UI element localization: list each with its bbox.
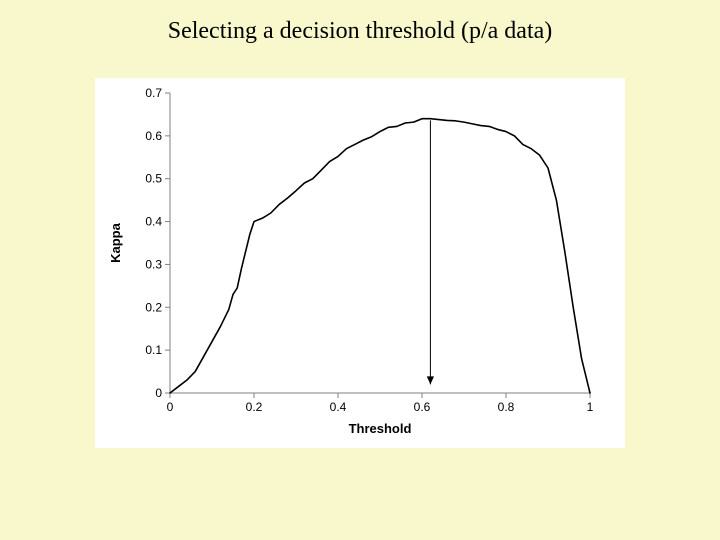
y-tick-label: 0.5 — [145, 172, 162, 186]
y-tick-label: 0.2 — [145, 300, 162, 314]
y-tick-label: 0.6 — [145, 129, 162, 143]
chart-panel: 0 0.2 0.4 0.6 0.8 1 0 0.1 0.2 0.3 0.4 0.5 0.6 0.7 Thre… — [95, 78, 625, 448]
x-axis-title: Threshold — [349, 421, 412, 436]
slide: Selecting a decision threshold (p/a data… — [0, 0, 720, 540]
x-tick-label: 0.2 — [246, 400, 263, 414]
kappa-threshold-chart: 0 0.2 0.4 0.6 0.8 1 0 0.1 0.2 0.3 0.4 0.5 0.6 0.7 Thre… — [95, 78, 625, 448]
kappa-curve — [170, 119, 590, 393]
y-tick-label: 0 — [155, 386, 162, 400]
slide-title: Selecting a decision threshold (p/a data… — [0, 18, 720, 45]
y-tick-label: 0.1 — [145, 343, 162, 357]
y-tick-label: 0.3 — [145, 257, 162, 271]
y-tick-label: 0.7 — [145, 86, 162, 100]
threshold-arrow-head — [427, 376, 434, 384]
x-tick-label: 1 — [587, 400, 594, 414]
x-tick-label: 0.4 — [330, 400, 347, 414]
x-tick-label: 0.6 — [414, 400, 431, 414]
x-tick-label: 0 — [167, 400, 174, 414]
y-tick-label: 0.4 — [145, 215, 162, 229]
x-tick-label: 0.8 — [498, 400, 515, 414]
y-axis-title: Kappa — [108, 222, 123, 263]
